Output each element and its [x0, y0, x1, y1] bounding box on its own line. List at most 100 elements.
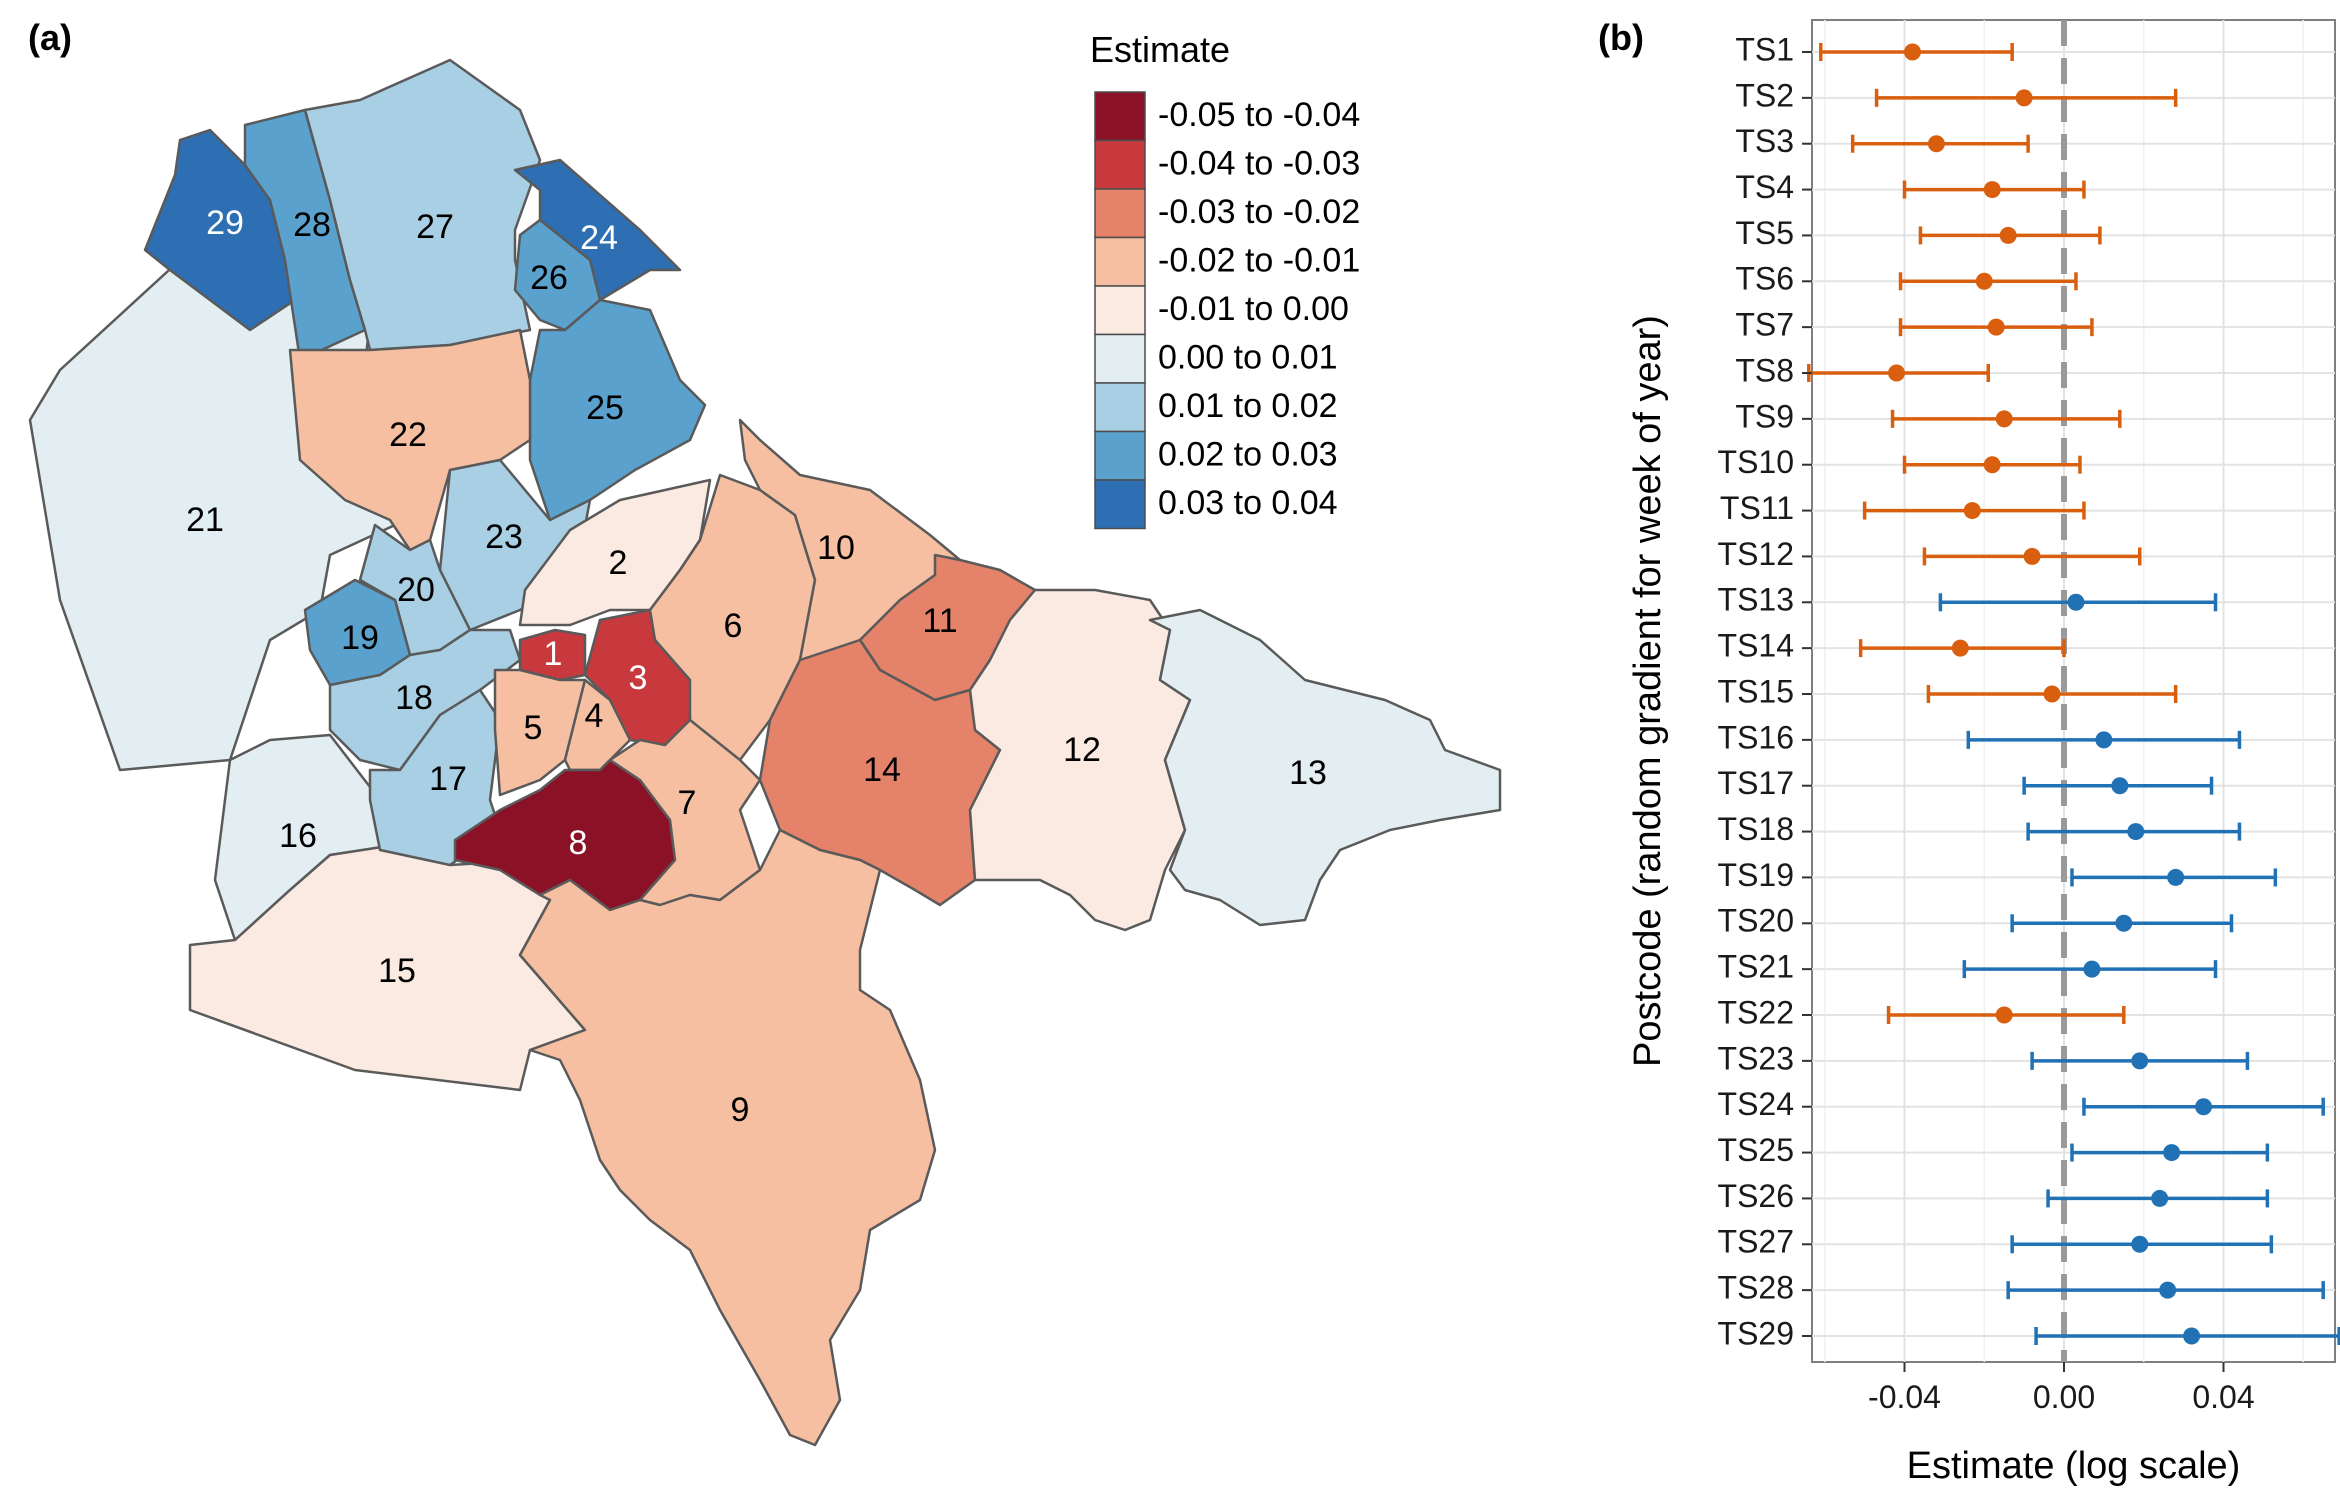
- y-tick-label: TS28: [1718, 1270, 1794, 1306]
- x-tick-label: 0.00: [2033, 1379, 2095, 1415]
- region-label: 19: [341, 619, 379, 657]
- y-tick-label: TS11: [1720, 490, 1794, 526]
- point-estimate: [1963, 502, 1981, 520]
- y-tick-label: TS14: [1718, 628, 1794, 664]
- region-label: 24: [580, 219, 618, 257]
- y-tick-label: TS1: [1735, 31, 1794, 67]
- y-tick-label: TS26: [1718, 1178, 1794, 1214]
- legend-swatch: [1094, 430, 1146, 481]
- region-label: 1: [544, 635, 563, 673]
- errorbar-TS14: [1858, 639, 2066, 658]
- errorbar-TS21: [1962, 960, 2218, 979]
- legend-label: -0.04 to -0.03: [1158, 144, 1360, 182]
- legend-swatch: [1094, 188, 1146, 239]
- region-label: 8: [569, 824, 588, 862]
- legend-swatch: [1094, 479, 1146, 530]
- errorbar-TS3: [1850, 134, 2030, 153]
- y-tick-label: TS25: [1718, 1132, 1794, 1168]
- errorbar-TS4: [1902, 180, 2086, 199]
- errorbar-TS8: [1807, 364, 1990, 382]
- legend-label: 0.02 to 0.03: [1158, 435, 1338, 473]
- point-estimate: [1903, 43, 1921, 61]
- legend-swatch: [1094, 91, 1146, 142]
- y-tick-label: TS27: [1718, 1224, 1794, 1260]
- legend-label: -0.03 to -0.02: [1158, 193, 1360, 231]
- y-tick-label: TS16: [1718, 719, 1794, 755]
- point-estimate: [2015, 89, 2033, 107]
- errorbar-TS25: [2070, 1143, 2270, 1162]
- point-estimate: [2195, 1098, 2213, 1116]
- point-estimate: [1983, 181, 2001, 199]
- errorbar-TS29: [2034, 1327, 2340, 1345]
- region-13: [1148, 608, 1502, 927]
- point-estimate: [2043, 685, 2061, 703]
- region-labels: 1234567891011121314151617181920212223242…: [186, 204, 1327, 1129]
- errorbar-TS12: [1922, 547, 2142, 566]
- errorbar-TS23: [2030, 1051, 2250, 1070]
- region-label: 6: [724, 607, 743, 645]
- y-tick-label: TS22: [1718, 994, 1794, 1030]
- region-label: 22: [389, 416, 427, 454]
- forest-plot: TS1 TS2 TS3 TS4 TS5 TS6 TS7 TS8 TS9 TS10 TS11 TS12 T…: [1627, 19, 2340, 1487]
- y-tick-label: TS8: [1735, 352, 1794, 388]
- point-estimate: [1888, 364, 1906, 382]
- legend-title: Estimate: [1090, 29, 1230, 70]
- point-estimate: [1995, 410, 2013, 428]
- legend-swatch: [1094, 333, 1146, 384]
- errorbar-TS17: [2022, 776, 2214, 795]
- panel-label-a: (a): [28, 17, 72, 58]
- errorbar-TS2: [1874, 88, 2178, 107]
- legend-label: 0.01 to 0.02: [1158, 387, 1338, 425]
- errorbar-TS20: [2010, 914, 2234, 933]
- error-bars: [1807, 43, 2340, 1345]
- legend-swatch: [1094, 285, 1146, 336]
- region-label: 21: [186, 501, 224, 539]
- point-estimate: [1975, 272, 1993, 290]
- y-tick-label: TS19: [1718, 857, 1794, 893]
- point-estimate: [1927, 135, 1945, 153]
- region-label: 11: [922, 602, 957, 640]
- point-estimate: [1987, 318, 2005, 336]
- errorbar-TS24: [2082, 1097, 2325, 1116]
- region-label: 16: [279, 817, 317, 855]
- errorbar-TS13: [1938, 593, 2218, 612]
- y-tick-label: TS2: [1735, 77, 1794, 113]
- y-tick-label: TS12: [1718, 536, 1794, 572]
- region-label: 17: [429, 760, 467, 798]
- region-25: [528, 298, 707, 522]
- errorbar-TS15: [1926, 685, 2178, 703]
- legend-label: -0.02 to -0.01: [1158, 241, 1360, 279]
- errorbar-TS18: [2026, 822, 2242, 841]
- point-estimate: [2183, 1327, 2201, 1345]
- point-estimate: [2115, 914, 2133, 932]
- legend-swatch: [1094, 139, 1146, 190]
- point-estimate: [2151, 1189, 2169, 1207]
- errorbar-TS1: [1819, 43, 2014, 61]
- legend-label: 0.00 to 0.01: [1158, 338, 1338, 376]
- point-estimate: [2111, 777, 2129, 795]
- x-tick-label: 0.04: [2192, 1379, 2254, 1415]
- y-tick-label: TS24: [1718, 1086, 1794, 1122]
- region-label: 4: [585, 697, 604, 735]
- region-label: 26: [530, 259, 568, 297]
- errorbar-TS11: [1862, 501, 2086, 520]
- errorbar-TS16: [1966, 730, 2242, 749]
- point-estimate: [1951, 639, 1969, 657]
- y-tick-label: TS15: [1718, 673, 1794, 709]
- region-14: [758, 638, 1002, 907]
- region-label: 7: [678, 784, 697, 822]
- y-tick-label: TS23: [1718, 1040, 1794, 1076]
- x-tick-labels: -0.04 0.00 0.04: [1868, 1362, 2255, 1415]
- legend-label: 0.03 to 0.04: [1158, 484, 1338, 522]
- legend-swatch: [1094, 236, 1146, 287]
- legend-label: -0.05 to -0.04: [1158, 96, 1360, 134]
- y-tick-label: TS20: [1718, 903, 1794, 939]
- region-17: [368, 688, 502, 867]
- y-tick-label: TS6: [1735, 261, 1794, 297]
- point-estimate: [2131, 1052, 2149, 1070]
- point-estimate: [2067, 593, 2085, 611]
- errorbar-TS5: [1918, 226, 2102, 245]
- region-label: 12: [1063, 731, 1101, 769]
- point-estimate: [2159, 1281, 2177, 1299]
